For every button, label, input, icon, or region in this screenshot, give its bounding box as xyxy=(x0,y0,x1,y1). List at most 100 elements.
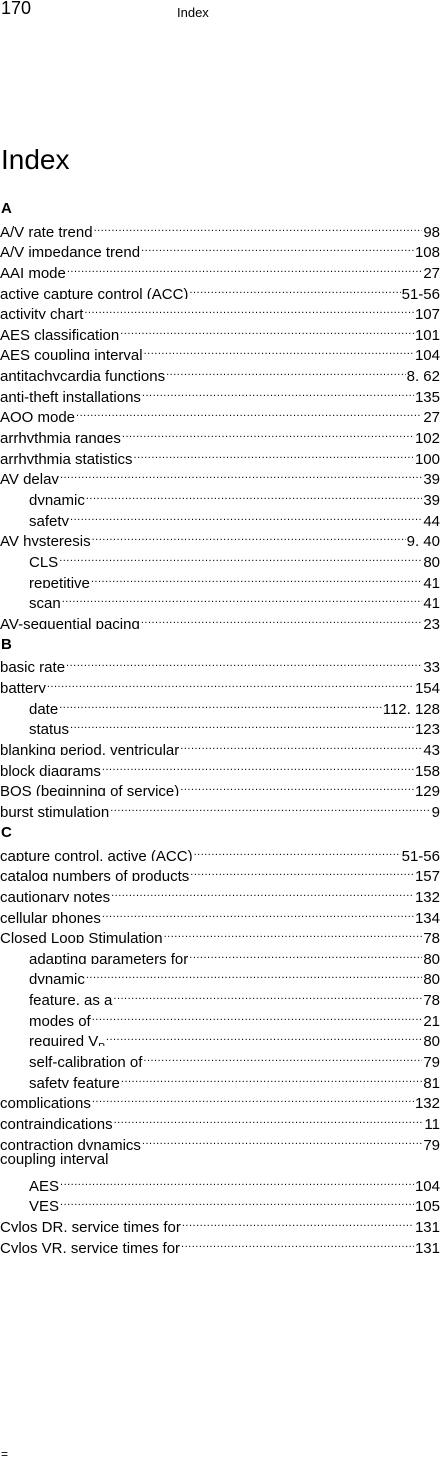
index-entry: catalog numbers of products 157 xyxy=(0,861,441,882)
entry-term-text: VES xyxy=(29,1198,60,1212)
index-subentry: scan 41 xyxy=(0,588,441,609)
index-subentry: required VP 80 xyxy=(0,1026,441,1047)
dot-leader xyxy=(102,755,414,776)
index-entry: block diagrams 158 xyxy=(0,755,441,776)
index-entry: active capture control (ACC) 51-56 xyxy=(0,278,441,299)
entry-term-text: AV delay xyxy=(0,471,59,485)
entry-pages: 27 xyxy=(423,409,440,423)
index-subentry: repetitive 41 xyxy=(0,567,441,588)
footer-mark: = xyxy=(1,1447,9,1461)
entry-pages: 81 xyxy=(423,1074,440,1088)
dot-leader xyxy=(92,1005,423,1026)
dot-leader xyxy=(106,1026,422,1047)
index-subentry: dynamic 39 xyxy=(0,484,441,505)
entry-term-text: complications xyxy=(0,1095,91,1109)
index-entry: antitachycardia functions 8, 62 xyxy=(0,360,441,381)
entry-term-text: status xyxy=(29,721,70,735)
index-section-a: AA/V rate trend98A/V impedance trend108A… xyxy=(0,201,441,629)
dot-leader xyxy=(164,923,423,944)
entry-term: scan xyxy=(29,594,61,608)
entry-pages: 27 xyxy=(423,264,440,278)
entry-pages: 129 xyxy=(414,783,440,797)
running-head: Index xyxy=(177,5,209,20)
index-subentry: safety feature 81 xyxy=(0,1067,441,1088)
entry-term-text: Cylos DR, service times for xyxy=(0,1219,181,1233)
entry-pages: 123 xyxy=(414,721,440,735)
entry-pages: 23 xyxy=(423,615,440,629)
entry-term: feature, as a xyxy=(29,991,112,1005)
entry-term: modes of xyxy=(29,1012,91,1026)
entry-term: coupling interval xyxy=(0,1150,108,1171)
entry-pages: 78 xyxy=(423,930,440,944)
entry-pages: 51-56 xyxy=(401,847,440,861)
dot-leader xyxy=(143,1046,422,1067)
entry-pages: 33 xyxy=(423,659,440,673)
index-entry: blanking period, ventricular 43 xyxy=(0,734,441,755)
entry-term: capture control, active (ACC) xyxy=(0,847,193,861)
entry-term-text: active capture control (ACC) xyxy=(0,285,189,299)
entry-term-text: safety feature xyxy=(29,1074,120,1088)
dot-leader xyxy=(142,1129,422,1150)
entry-term-text: AES coupling interval xyxy=(0,347,143,361)
entry-pages: 105 xyxy=(414,1198,440,1212)
index-subentry: modes of 21 xyxy=(0,1005,441,1026)
dot-leader xyxy=(180,734,422,755)
dot-leader xyxy=(62,588,423,609)
index-subentry: self-calibration of 79 xyxy=(0,1046,441,1067)
entry-term: arrhythmia ranges xyxy=(0,429,121,443)
entry-term: VES xyxy=(29,1197,59,1211)
entry-pages: 78 xyxy=(423,992,440,1006)
index-entry: anti-theft installations 135 xyxy=(0,381,441,402)
entry-term-text: catalog numbers of products xyxy=(0,868,190,882)
index-entry: battery 154 xyxy=(0,672,441,693)
entry-term-text: AV-sequential pacing xyxy=(0,615,140,629)
entry-term: contraction dynamics xyxy=(0,1136,141,1150)
entry-term: CLS xyxy=(29,553,58,567)
entry-term: dynamic xyxy=(29,970,85,984)
entry-term: block diagrams xyxy=(0,762,101,776)
dot-leader xyxy=(141,237,414,258)
dot-leader xyxy=(134,443,414,464)
entry-pages: 104 xyxy=(414,347,440,361)
entry-term-text: arrhythmia statistics xyxy=(0,450,133,464)
index-entry: arrhythmia ranges 102 xyxy=(0,422,441,443)
dot-leader xyxy=(120,319,414,340)
dot-leader xyxy=(182,1211,414,1232)
entry-term-text: dynamic xyxy=(29,491,85,505)
dot-leader xyxy=(66,652,422,673)
entry-term-text: feature, as a xyxy=(29,992,113,1006)
entry-pages: 135 xyxy=(414,388,440,402)
page-number: 170 xyxy=(1,0,32,18)
index-entry: BOS (beginning of service) 129 xyxy=(0,776,441,797)
entry-term-text: cautionary notes xyxy=(0,888,111,902)
entry-pages: 80 xyxy=(423,971,440,985)
dot-leader xyxy=(121,1067,422,1088)
entry-term: antitachycardia functions xyxy=(0,367,165,381)
dot-leader xyxy=(194,840,401,861)
dot-leader xyxy=(86,484,422,505)
entry-term: safety feature xyxy=(29,1074,120,1088)
entry-term: self-calibration of xyxy=(29,1053,142,1067)
entry-pages: 41 xyxy=(423,595,440,609)
entry-pages: 157 xyxy=(414,868,440,882)
entry-term: BOS (beginning of service) xyxy=(0,782,179,796)
index-subentry: dynamic 80 xyxy=(0,964,441,985)
entry-term-text: activity chart xyxy=(0,306,84,320)
index-entry: basic rate 33 xyxy=(0,652,441,673)
entry-pages: 98 xyxy=(423,223,440,237)
index-subentry: status 123 xyxy=(0,714,441,735)
entry-pages: 101 xyxy=(414,326,440,340)
dot-leader xyxy=(91,567,422,588)
entry-pages: 131 xyxy=(414,1239,440,1253)
index-entry: complications 132 xyxy=(0,1088,441,1108)
entry-term: complications xyxy=(0,1094,91,1108)
entry-term: activity chart xyxy=(0,305,83,319)
entry-term: AV-sequential pacing xyxy=(0,615,140,629)
dot-leader xyxy=(59,693,382,714)
entry-pages: 154 xyxy=(414,680,440,694)
entry-term: AES coupling interval xyxy=(0,346,143,360)
entry-term-text: coupling interval xyxy=(0,1150,109,1168)
entry-pages: 79 xyxy=(423,1136,440,1150)
entry-term-text: BOS (beginning of service) xyxy=(0,783,180,797)
